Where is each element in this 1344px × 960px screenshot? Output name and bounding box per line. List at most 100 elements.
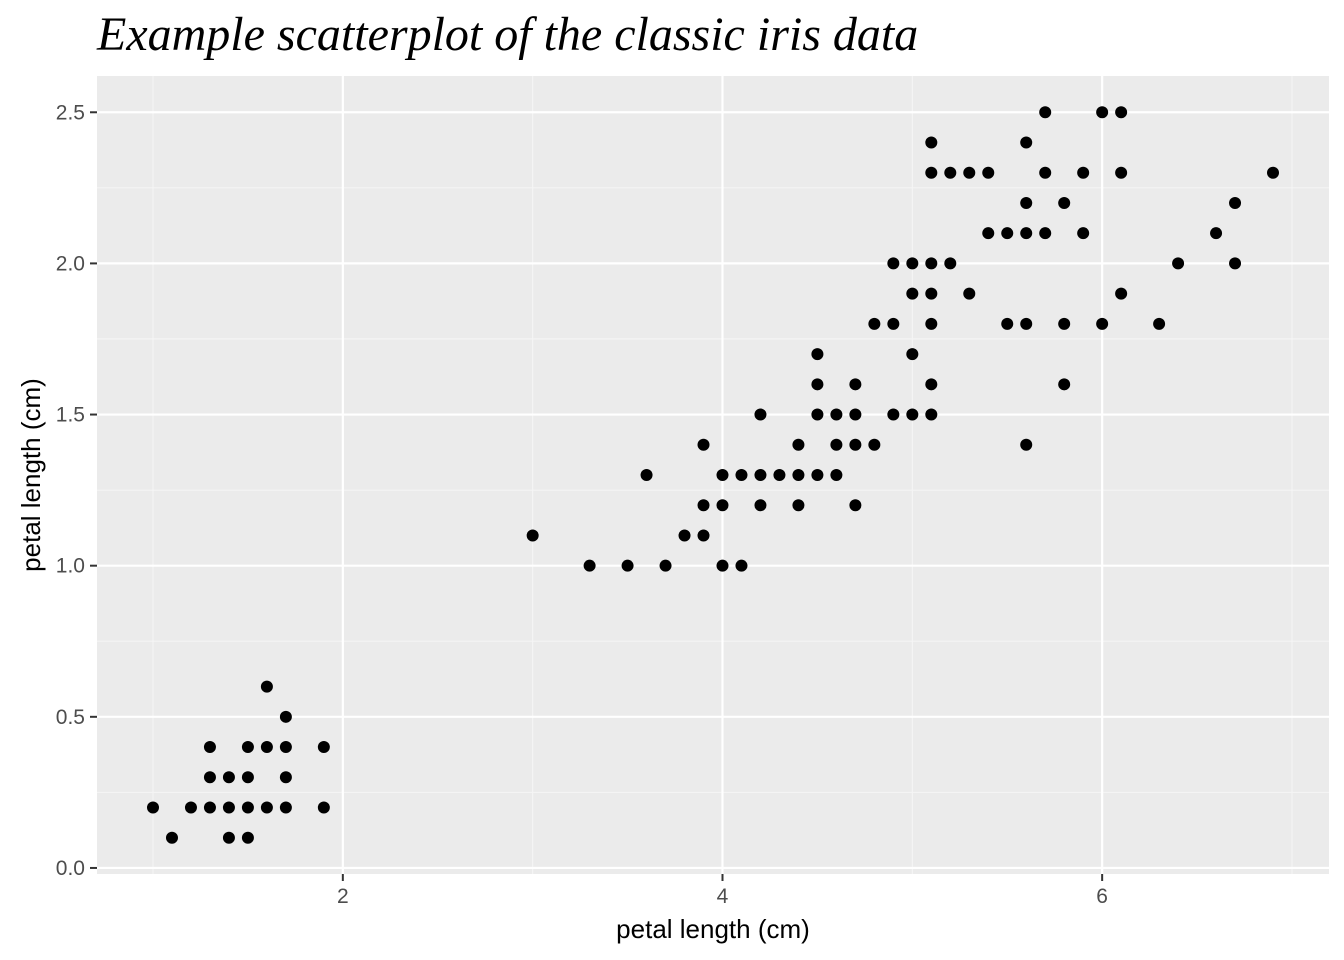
scatter-point xyxy=(849,408,862,421)
scatter-point xyxy=(222,771,235,784)
scatter-point xyxy=(203,771,216,784)
scatter-point xyxy=(811,378,824,391)
scatter-point xyxy=(868,438,881,451)
scatter-point xyxy=(811,348,824,361)
scatter-point xyxy=(963,287,976,300)
scatter-point xyxy=(279,771,292,784)
scatter-point xyxy=(982,227,995,240)
scatter-point xyxy=(203,801,216,814)
scatter-point xyxy=(887,408,900,421)
scatter-point xyxy=(735,469,748,481)
scatter-point xyxy=(1229,196,1242,209)
scatter-point xyxy=(944,166,957,179)
scatter-point xyxy=(830,438,843,451)
scatter-point xyxy=(925,408,938,421)
scatter-point xyxy=(811,469,824,481)
scatter-point xyxy=(1020,136,1033,149)
scatter-point xyxy=(1077,227,1090,240)
scatter-point xyxy=(792,438,805,451)
scatter-point xyxy=(754,408,767,421)
x-tick-label: 6 xyxy=(1096,885,1108,908)
scatter-point xyxy=(792,499,805,512)
scatter-point xyxy=(887,257,900,270)
scatter-point xyxy=(811,408,824,421)
scatter-point xyxy=(279,801,292,814)
scatter-point xyxy=(1058,378,1071,391)
scatter-point xyxy=(906,257,919,270)
scatter-point xyxy=(317,741,330,754)
y-tick-label: 2.0 xyxy=(56,252,85,275)
y-tick-label: 1.0 xyxy=(56,555,85,578)
scatter-point xyxy=(241,771,254,784)
scatter-point xyxy=(279,741,292,754)
scatter-point xyxy=(1001,227,1014,240)
scatter-point xyxy=(1115,287,1128,300)
minor-gridlines xyxy=(97,76,1329,874)
scatter-point xyxy=(640,469,653,481)
scatter-point xyxy=(184,801,197,814)
scatter-point xyxy=(621,559,634,572)
scatter-point xyxy=(659,559,672,572)
scatter-point xyxy=(716,469,729,481)
scatter-point xyxy=(925,287,938,300)
x-axis: 2 4 6 xyxy=(337,874,1108,908)
y-tick-label: 0.0 xyxy=(56,857,85,880)
scatter-point xyxy=(222,831,235,844)
scatter-point xyxy=(754,499,767,512)
scatter-point xyxy=(1039,166,1052,179)
scatter-point xyxy=(697,438,710,451)
scatter-point xyxy=(526,529,539,542)
scatter-point xyxy=(906,348,919,361)
scatter-point xyxy=(222,801,235,814)
scatter-point xyxy=(1020,317,1033,330)
y-tick-label: 0.5 xyxy=(56,706,85,729)
scatter-point xyxy=(1077,166,1090,179)
scatter-point xyxy=(716,559,729,572)
major-gridlines xyxy=(97,76,1329,874)
y-axis-label: petal length (cm) xyxy=(16,378,46,572)
scatter-point xyxy=(1058,196,1071,209)
scatter-point xyxy=(925,317,938,330)
scatter-point xyxy=(1039,227,1052,240)
scatter-point xyxy=(241,801,254,814)
scatter-point xyxy=(830,469,843,481)
scatter-point xyxy=(849,378,862,391)
scatter-point xyxy=(241,741,254,754)
y-tick-label: 1.5 xyxy=(56,404,85,427)
scatter-point xyxy=(1096,317,1109,330)
scatter-point xyxy=(773,469,786,481)
scatter-point xyxy=(925,136,938,149)
y-tick-label: 2.5 xyxy=(56,101,85,124)
scatter-point xyxy=(260,741,273,754)
chart-title: Example scatterplot of the classic iris … xyxy=(96,8,918,61)
scatter-point xyxy=(1058,317,1071,330)
plot-panel xyxy=(97,76,1329,874)
x-axis-label: petal length (cm) xyxy=(616,914,810,944)
scatter-point xyxy=(868,317,881,330)
scatter-point xyxy=(1229,257,1242,270)
scatter-point xyxy=(944,257,957,270)
scatter-point xyxy=(716,499,729,512)
scatter-point xyxy=(925,378,938,391)
scatter-point xyxy=(317,801,330,814)
scatter-point xyxy=(1172,257,1185,270)
scatter-point xyxy=(165,831,178,844)
scatter-point xyxy=(1115,106,1128,119)
y-axis: 0.0 0.5 1.0 1.5 2.0 2.5 xyxy=(56,101,97,880)
scatter-point xyxy=(754,469,767,481)
scatter-point xyxy=(260,801,273,814)
scatter-point xyxy=(1115,166,1128,179)
scatter-point xyxy=(1020,196,1033,209)
scatter-point xyxy=(925,166,938,179)
scatter-point xyxy=(849,499,862,512)
x-tick-label: 2 xyxy=(337,885,349,908)
scatter-point xyxy=(203,741,216,754)
x-tick-label: 4 xyxy=(717,885,729,908)
scatter-point xyxy=(982,166,995,179)
scatter-point xyxy=(906,287,919,300)
scatter-point xyxy=(1020,227,1033,240)
scatter-point xyxy=(849,438,862,451)
scatter-point xyxy=(1039,106,1052,119)
scatter-point xyxy=(925,257,938,270)
scatter-point xyxy=(279,710,292,723)
